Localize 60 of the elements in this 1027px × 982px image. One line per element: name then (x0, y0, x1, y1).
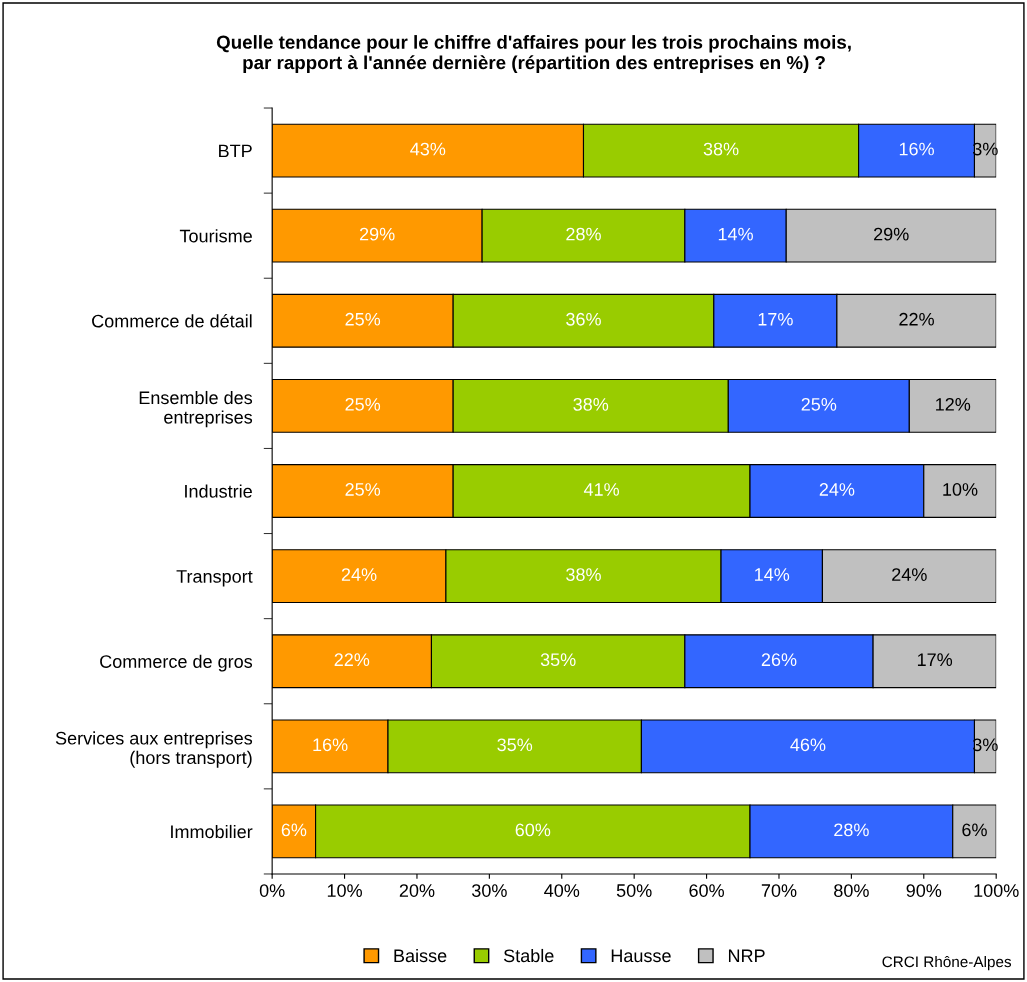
data-label: 24% (892, 568, 927, 581)
data-label: 25% (345, 312, 381, 326)
data-label: 24% (819, 483, 855, 496)
legend-label: Baisse (394, 948, 447, 963)
x-tick-label: 0% (259, 884, 285, 897)
data-label: 10% (943, 483, 978, 496)
data-label: 16% (313, 738, 348, 752)
x-tick-label: 60% (689, 884, 724, 897)
data-label: 38% (703, 142, 739, 156)
data-label: 22% (334, 653, 370, 666)
x-tick-label: 50% (616, 884, 652, 897)
data-label: 28% (566, 227, 601, 241)
data-label: 60% (515, 823, 551, 837)
data-label: 36% (566, 312, 601, 326)
y-tick-label: Immobilier (171, 824, 253, 839)
y-tick-label: Commerce de détail (92, 314, 252, 328)
data-label: 22% (899, 312, 934, 326)
data-label: 14% (718, 227, 753, 241)
y-tick-label: Industrie (185, 484, 252, 498)
data-label: 43% (410, 142, 446, 156)
x-tick-label: 30% (471, 884, 507, 897)
y-tick-label: Services aux entreprises (hors transport) (55, 731, 253, 768)
data-label: 46% (790, 738, 826, 752)
y-tick-label: Ensemble des entreprises (139, 390, 253, 428)
data-label: 38% (566, 568, 601, 581)
data-label: 38% (573, 397, 609, 411)
data-label: 12% (936, 397, 971, 411)
x-tick-label: 100% (974, 884, 1019, 897)
data-label: 41% (583, 483, 620, 496)
data-label: 16% (899, 142, 934, 156)
legend-label: Hausse (611, 949, 671, 963)
chart-title: Quelle tendance pour le chiffre d'affaires pour les trois prochains mois, par rapport à l'année dernière (répartition des entreprises en %) ? (216, 35, 851, 73)
data-label: 24% (341, 568, 377, 581)
x-tick-label: 40% (544, 884, 580, 897)
data-label: 25% (801, 397, 837, 411)
data-label: 35% (497, 738, 533, 752)
y-tick-label: Commerce de gros (100, 654, 253, 672)
text: CRCI Rhône-Alpes (882, 955, 1012, 971)
x-tick-label: 70% (761, 884, 797, 897)
data-label: 6% (962, 823, 987, 837)
x-tick-label: 20% (399, 884, 435, 897)
data-label: 25% (345, 397, 381, 411)
data-label: 17% (917, 653, 953, 666)
data-label: 6% (281, 823, 307, 837)
data-label: 17% (758, 312, 793, 326)
legend-label: Stable (503, 948, 554, 963)
data-label: 14% (755, 568, 790, 581)
x-tick-label: 80% (834, 884, 869, 897)
x-tick-label: 10% (327, 884, 362, 897)
legend-label: NRP (728, 949, 765, 962)
data-label: 28% (834, 823, 869, 837)
data-label: 29% (359, 227, 395, 241)
y-tick-label: BTP (219, 144, 252, 158)
data-label: 25% (345, 483, 381, 496)
data-label: 35% (540, 653, 576, 667)
x-tick-label: 90% (906, 884, 942, 897)
data-label: 29% (874, 227, 909, 241)
y-tick-label: Tourisme (179, 229, 252, 243)
data-label: 26% (761, 653, 797, 667)
y-tick-label: Transport (176, 570, 253, 587)
